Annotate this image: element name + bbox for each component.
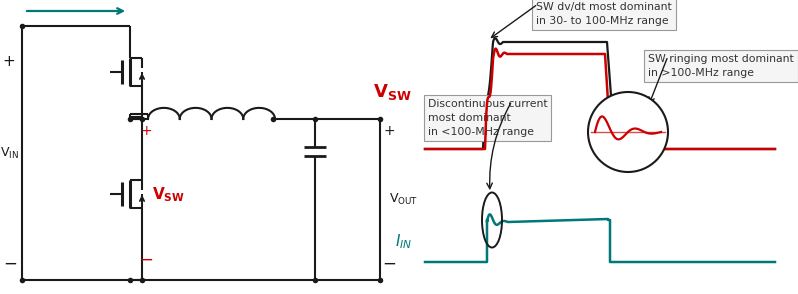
Text: $\mathregular{V_{SW}}$: $\mathregular{V_{SW}}$ — [373, 81, 412, 101]
Text: −: − — [3, 255, 17, 273]
Circle shape — [588, 92, 668, 172]
Text: $\mathregular{V_{OUT}}$: $\mathregular{V_{OUT}}$ — [389, 192, 418, 207]
Text: −: − — [139, 251, 153, 269]
Text: $\mathregular{V_{SW}}$: $\mathregular{V_{SW}}$ — [152, 185, 185, 204]
Text: +: + — [2, 54, 15, 69]
Text: +: + — [140, 124, 152, 138]
Text: Discontinuous current
most dominant
in <100-MHz range: Discontinuous current most dominant in <… — [428, 99, 547, 137]
Text: $\mathregular{V_{IN}}$: $\mathregular{V_{IN}}$ — [0, 146, 18, 161]
Text: SW dv/dt most dominant
in 30- to 100-MHz range: SW dv/dt most dominant in 30- to 100-MHz… — [536, 2, 672, 26]
Text: $\mathregular{I_{IN}}$: $\mathregular{I_{IN}}$ — [61, 0, 75, 2]
Text: SW ringing most dominant
in >100-MHz range: SW ringing most dominant in >100-MHz ran… — [648, 54, 794, 78]
Text: +: + — [383, 124, 395, 138]
Text: −: − — [382, 255, 396, 273]
Text: $\mathregular{I_{IN}}$: $\mathregular{I_{IN}}$ — [394, 233, 412, 251]
